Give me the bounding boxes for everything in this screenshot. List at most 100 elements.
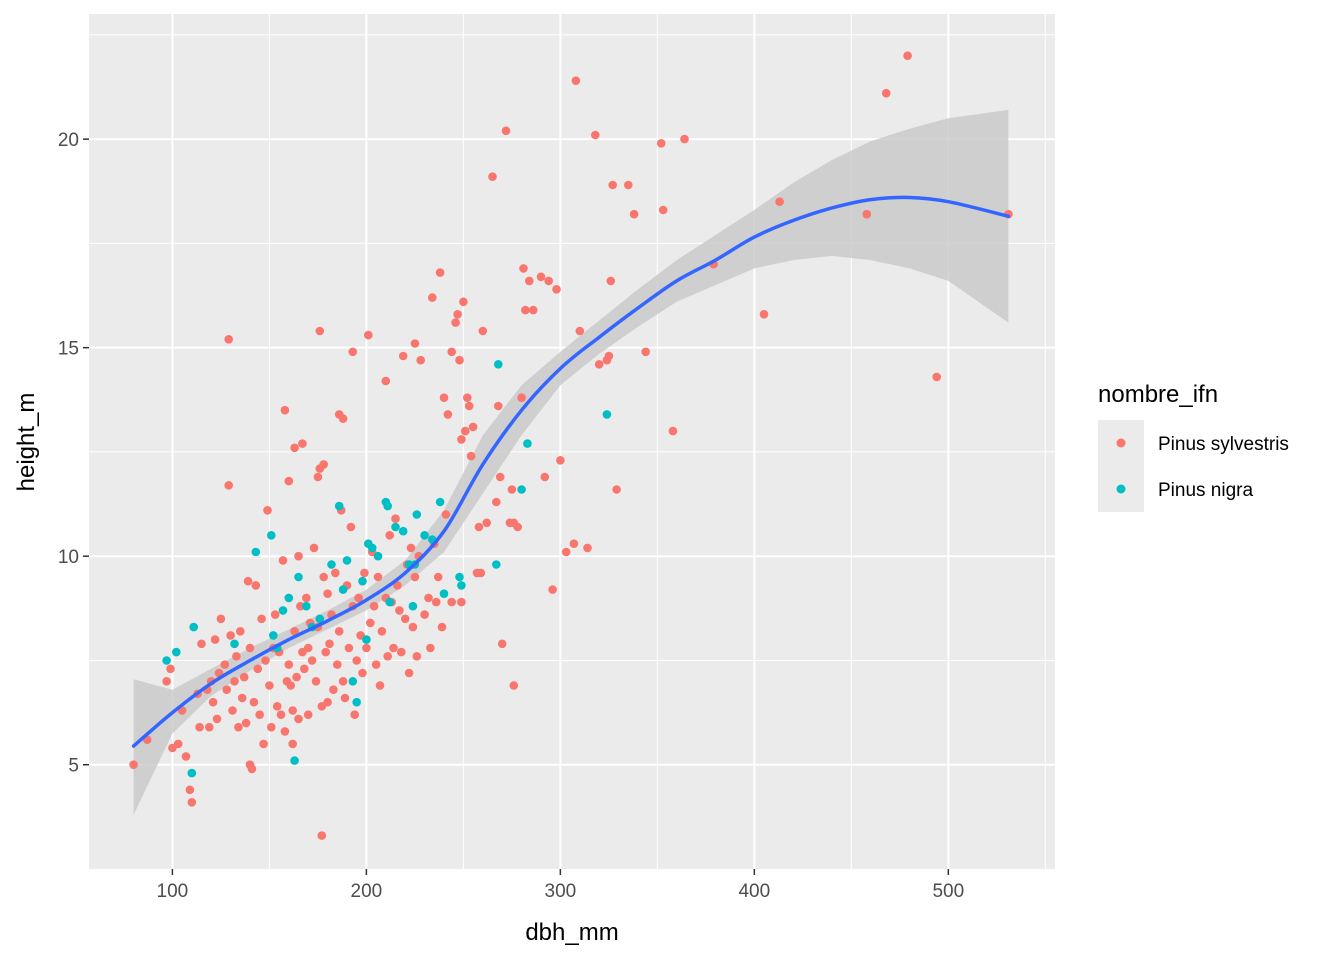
- point-pinus-sylvestris: [561, 547, 571, 557]
- point-pinus-nigra: [385, 597, 395, 607]
- point-pinus-nigra: [352, 697, 362, 707]
- point-pinus-nigra: [315, 614, 325, 624]
- point-pinus-sylvestris: [236, 627, 245, 636]
- point-pinus-nigra: [412, 510, 422, 519]
- point-pinus-nigra: [398, 526, 408, 536]
- point-pinus-sylvestris: [544, 276, 553, 286]
- point-pinus-sylvestris: [249, 697, 259, 707]
- point-pinus-sylvestris: [300, 664, 309, 674]
- point-pinus-nigra: [189, 622, 198, 632]
- point-pinus-sylvestris: [259, 739, 268, 749]
- point-pinus-sylvestris: [439, 393, 449, 403]
- point-pinus-sylvestris: [431, 597, 441, 607]
- point-pinus-sylvestris: [290, 627, 299, 636]
- x-tick-label: 400: [738, 881, 770, 902]
- point-pinus-sylvestris: [346, 522, 356, 532]
- point-pinus-sylvestris: [608, 180, 617, 190]
- legend: nombre_ifn Pinus sylvestris Pinus nigra: [1098, 381, 1289, 512]
- point-pinus-sylvestris: [435, 268, 445, 277]
- point-pinus-sylvestris: [383, 652, 393, 661]
- point-pinus-nigra: [383, 501, 393, 511]
- point-pinus-sylvestris: [488, 172, 497, 181]
- point-pinus-sylvestris: [307, 656, 317, 665]
- point-pinus-sylvestris: [340, 693, 350, 703]
- point-pinus-nigra: [334, 501, 344, 511]
- point-pinus-sylvestris: [451, 318, 460, 327]
- point-pinus-sylvestris: [230, 677, 239, 686]
- point-pinus-sylvestris: [476, 568, 486, 578]
- point-pinus-sylvestris: [474, 522, 484, 532]
- point-pinus-nigra: [367, 543, 377, 553]
- point-pinus-nigra: [373, 551, 383, 561]
- point-pinus-sylvestris: [495, 472, 505, 482]
- point-pinus-sylvestris: [426, 643, 435, 653]
- point-pinus-nigra: [342, 556, 352, 565]
- point-pinus-sylvestris: [247, 764, 257, 774]
- point-pinus-nigra: [290, 756, 299, 765]
- point-pinus-sylvestris: [234, 722, 243, 732]
- point-pinus-sylvestris: [629, 209, 639, 219]
- point-pinus-sylvestris: [466, 451, 476, 461]
- point-pinus-nigra: [362, 635, 371, 644]
- y-tick-label: 15: [58, 339, 79, 360]
- point-pinus-sylvestris: [668, 426, 678, 436]
- point-pinus-sylvestris: [680, 134, 689, 144]
- y-tick-label: 10: [58, 547, 79, 568]
- point-pinus-sylvestris: [569, 539, 579, 548]
- x-axis-ticks: 100 200 300 400 500: [157, 869, 964, 902]
- point-pinus-nigra: [251, 547, 261, 557]
- point-pinus-sylvestris: [344, 643, 354, 653]
- point-pinus-sylvestris: [656, 139, 666, 148]
- point-pinus-nigra: [492, 560, 501, 569]
- x-tick-label: 300: [545, 881, 577, 902]
- point-pinus-nigra: [455, 572, 464, 582]
- point-pinus-sylvestris: [400, 614, 410, 624]
- point-pinus-sylvestris: [228, 706, 237, 715]
- point-pinus-sylvestris: [468, 422, 478, 432]
- point-pinus-sylvestris: [288, 739, 298, 749]
- point-pinus-sylvestris: [311, 677, 321, 686]
- point-pinus-sylvestris: [309, 543, 319, 553]
- point-pinus-sylvestris: [457, 435, 466, 444]
- point-pinus-sylvestris: [424, 593, 433, 603]
- point-pinus-nigra: [294, 572, 303, 582]
- point-pinus-nigra: [523, 439, 532, 448]
- point-pinus-sylvestris: [210, 635, 220, 644]
- point-pinus-sylvestris: [290, 443, 299, 453]
- point-pinus-sylvestris: [377, 627, 387, 636]
- point-pinus-sylvestris: [294, 551, 303, 561]
- point-pinus-nigra: [278, 606, 288, 615]
- y-tick-label: 20: [58, 130, 79, 151]
- point-pinus-sylvestris: [251, 581, 261, 590]
- point-pinus-sylvestris: [243, 576, 253, 586]
- point-pinus-sylvestris: [185, 785, 195, 795]
- point-pinus-sylvestris: [298, 439, 307, 448]
- point-pinus-sylvestris: [212, 714, 222, 724]
- point-pinus-sylvestris: [222, 685, 231, 694]
- point-pinus-sylvestris: [393, 581, 402, 590]
- point-pinus-sylvestris: [362, 643, 371, 653]
- point-pinus-sylvestris: [350, 710, 360, 719]
- y-tick-label: 5: [68, 756, 79, 777]
- point-pinus-sylvestris: [433, 572, 443, 582]
- point-pinus-sylvestris: [428, 293, 437, 302]
- point-pinus-nigra: [338, 585, 348, 594]
- point-pinus-sylvestris: [453, 310, 462, 319]
- point-pinus-sylvestris: [226, 631, 235, 640]
- point-pinus-sylvestris: [270, 610, 280, 619]
- point-pinus-nigra: [230, 639, 239, 649]
- point-pinus-sylvestris: [571, 76, 581, 85]
- point-pinus-sylvestris: [129, 760, 138, 769]
- point-pinus-sylvestris: [371, 660, 381, 669]
- point-pinus-sylvestris: [591, 130, 600, 140]
- point-pinus-sylvestris: [239, 672, 249, 682]
- point-pinus-nigra: [358, 576, 367, 586]
- point-pinus-sylvestris: [331, 568, 340, 578]
- point-pinus-sylvestris: [501, 126, 511, 136]
- point-pinus-sylvestris: [296, 601, 305, 611]
- point-pinus-sylvestris: [325, 639, 334, 649]
- y-axis-title: height_m: [13, 393, 40, 492]
- point-pinus-sylvestris: [352, 656, 362, 665]
- point-pinus-sylvestris: [329, 685, 338, 694]
- point-pinus-sylvestris: [494, 401, 503, 411]
